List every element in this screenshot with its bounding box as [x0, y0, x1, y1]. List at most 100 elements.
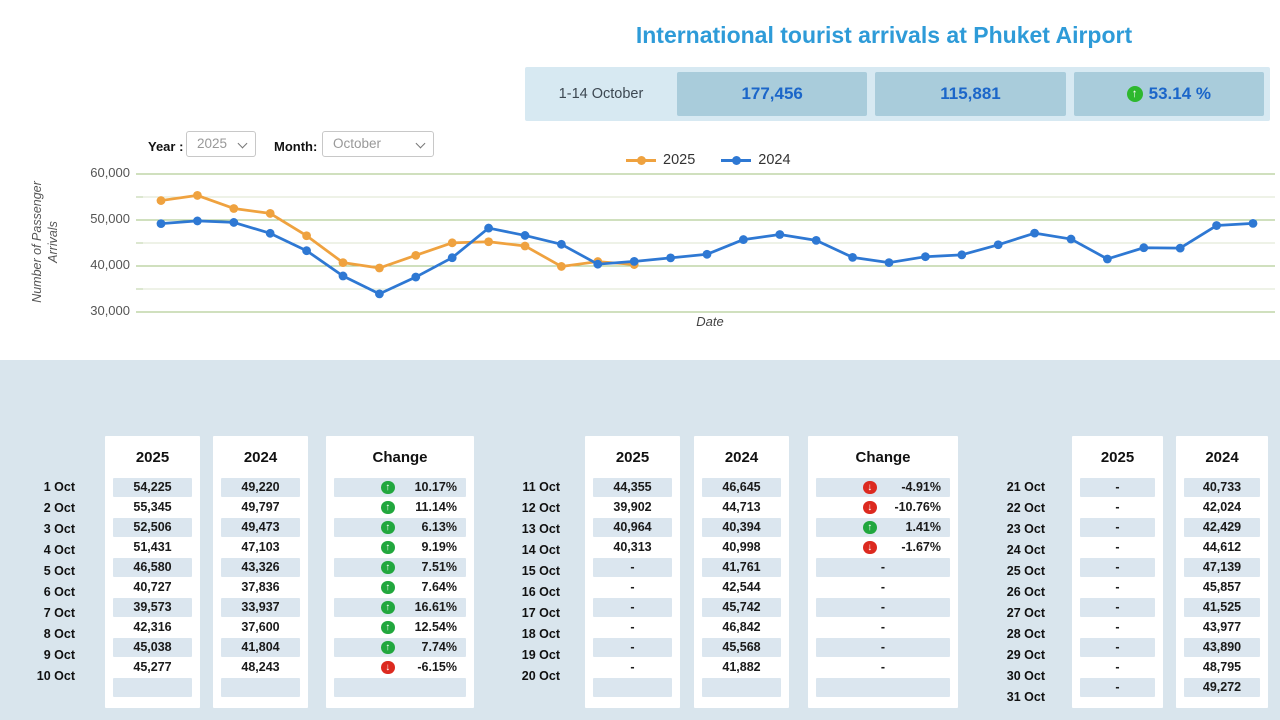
day-label: 7 Oct: [43, 606, 75, 620]
blank-cell: [702, 678, 781, 697]
change-cell: ↑ 7.74%: [334, 638, 466, 657]
series-2024-point: [884, 258, 894, 268]
day-label: 31 Oct: [1006, 690, 1045, 704]
summary-total-2024-value: 115,881: [940, 84, 1001, 103]
value-cell: 42,544: [722, 580, 761, 594]
day-label: 30 Oct: [1006, 669, 1045, 683]
series-2024-point: [1248, 218, 1258, 228]
day-label-column: 1 Oct 2 Oct 3 Oct 4 Oct 5 Oct 6 Oct 7 Oct 8 Oct…: [18, 477, 75, 708]
blank-cell: [816, 678, 950, 697]
page-title: International tourist arrivals at Phuket…: [635, 22, 1133, 48]
day-label: [500, 687, 560, 708]
day-label: 20 Oct: [521, 669, 560, 683]
value-cell: 41,761: [702, 558, 781, 577]
series-2024-point: [848, 252, 857, 262]
day-label: 6 Oct: [43, 585, 75, 599]
day-label: 25 Oct: [1006, 564, 1045, 578]
month-select[interactable]: October: [322, 131, 434, 157]
day-label: 16 Oct: [521, 585, 560, 599]
up-arrow-icon: ↑: [381, 640, 395, 655]
value-cell: 41,804: [221, 638, 300, 657]
value-cell: 40,313: [613, 540, 652, 554]
summary-change: ↑ 53.14 %: [1073, 72, 1264, 116]
day-label: 23 Oct: [1006, 522, 1045, 536]
series-2025-point: [229, 204, 239, 213]
blank-cell: [221, 678, 300, 697]
down-arrow-icon: ↓: [863, 500, 877, 515]
series-2025-point: [156, 196, 166, 205]
value-cell: 55,345: [133, 500, 172, 514]
chart-legend: 2025 2024: [626, 152, 791, 168]
value-cell: -: [593, 558, 672, 577]
chevron-down-icon: [237, 138, 248, 149]
series-2024-point: [1175, 243, 1185, 253]
series-2024-point: [1139, 243, 1149, 253]
value-cell: -: [1080, 478, 1155, 497]
day-label: 26 Oct: [1006, 585, 1045, 599]
value-cell: 49,272: [1184, 678, 1260, 697]
day-label: 9 Oct: [43, 648, 75, 662]
change-value: 11.14%: [415, 500, 457, 514]
change-cell: ↑ 7.64%: [334, 578, 466, 597]
change-cell: -: [816, 638, 950, 657]
value-cell: 46,645: [702, 478, 781, 497]
value-cell: 41,525: [1184, 598, 1260, 617]
value-cell: 45,038: [113, 638, 192, 657]
month-select-value: October: [333, 136, 382, 151]
series-2024-point: [193, 216, 202, 226]
value-cell: -: [630, 660, 635, 674]
value-cell: 49,797: [241, 500, 280, 514]
value-cell: 51,431: [133, 540, 172, 554]
change-cell: -: [880, 660, 886, 674]
column-header: 2024: [724, 449, 759, 466]
legend-item-2025[interactable]: 2025: [626, 152, 695, 168]
change-value: 1.41%: [905, 520, 941, 534]
down-arrow-icon: ↓: [863, 540, 877, 555]
value-cell: 37,600: [241, 620, 280, 634]
value-cell: -: [1115, 580, 1120, 594]
column-header: 2025: [615, 449, 650, 466]
legend-item-2024[interactable]: 2024: [721, 152, 791, 168]
day-label: 13 Oct: [521, 522, 560, 536]
up-arrow-icon: ↑: [863, 520, 877, 535]
change-value: 7.74%: [421, 640, 457, 654]
value-cell: -: [1080, 678, 1155, 697]
year-select[interactable]: 2025: [186, 131, 256, 157]
series-2024-point: [338, 271, 348, 281]
day-label: 18 Oct: [521, 627, 560, 641]
value-cell: -: [630, 620, 635, 634]
value-cell: 46,842: [722, 620, 761, 634]
value-cell: -: [1115, 540, 1120, 554]
y-tick-label: 50,000: [90, 211, 130, 226]
value-cell: -: [1115, 660, 1120, 674]
value-cell: 44,713: [722, 500, 761, 514]
legend-label: 2024: [758, 152, 791, 168]
change-value: 7.64%: [421, 580, 457, 594]
change-cell: ↑ 7.51%: [334, 558, 466, 577]
value-cell: 45,857: [1202, 580, 1242, 594]
day-label: 2 Oct: [43, 501, 75, 515]
series-2024-point: [921, 252, 930, 262]
table-box-2024: 2024 49,220 49,797 49,473 47,103 43,326 37,836…: [213, 436, 308, 708]
month-label: Month:: [274, 139, 318, 154]
up-arrow-icon: ↑: [381, 540, 395, 555]
down-arrow-icon: ↓: [863, 480, 877, 495]
day-label: 4 Oct: [43, 543, 75, 557]
year-select-value: 2025: [197, 136, 228, 151]
series-2024-point: [993, 240, 1003, 250]
summary-total-2024: 115,881: [875, 72, 1066, 116]
series-2024-point: [811, 235, 821, 245]
day-label: 3 Oct: [43, 522, 75, 536]
legend-marker-2025: [626, 155, 656, 165]
table-box-change: Change ↓ -4.91% ↓ -10.76% ↑ 1.41% ↓ -1.67% - - - - - -: [808, 436, 958, 708]
change-cell: -: [816, 598, 950, 617]
value-cell: 49,220: [221, 478, 300, 497]
day-label: 27 Oct: [1006, 606, 1045, 620]
day-label: 19 Oct: [521, 648, 560, 662]
day-label: 11 Oct: [522, 480, 560, 494]
up-arrow-icon: ↑: [381, 500, 395, 515]
series-2024-point: [1103, 254, 1112, 264]
series-2024-point: [702, 249, 712, 259]
series-2025-point: [193, 191, 202, 200]
series-2024-point: [484, 223, 493, 233]
